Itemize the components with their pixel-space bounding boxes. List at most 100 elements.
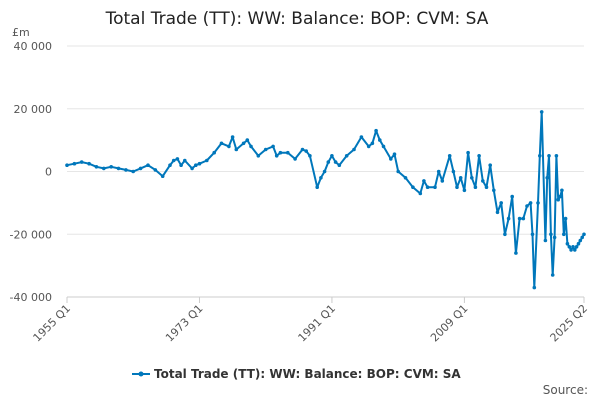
x-axis: 1955 Q1 1973 Q1 1991 Q1 2009 Q1 2025 Q2 xyxy=(31,296,591,345)
data-point xyxy=(458,176,463,180)
data-point xyxy=(116,166,121,171)
data-point xyxy=(433,185,437,189)
data-point xyxy=(503,232,507,237)
data-point xyxy=(470,176,474,180)
data-point xyxy=(153,168,158,172)
data-point xyxy=(418,191,423,196)
data-point xyxy=(344,154,349,158)
data-point xyxy=(333,160,338,164)
data-point xyxy=(366,144,371,149)
data-point xyxy=(337,163,342,167)
x-tick-label: 2025 Q2 xyxy=(548,302,591,345)
x-tick-label: 1973 Q1 xyxy=(163,302,206,345)
data-point xyxy=(65,163,69,167)
y-tick-label: 20 000 xyxy=(14,103,53,116)
data-point xyxy=(378,138,382,142)
y-tick-label: 0 xyxy=(45,166,52,179)
data-point xyxy=(543,238,548,243)
data-point xyxy=(562,232,566,237)
legend-label: Total Trade (TT): WW: Balance: BOP: CVM:… xyxy=(154,367,461,381)
data-point xyxy=(72,161,77,166)
source-label: Source: xyxy=(543,383,588,397)
data-point xyxy=(175,157,180,161)
data-point xyxy=(160,174,165,178)
data-point xyxy=(477,154,481,158)
data-point xyxy=(582,232,586,237)
data-point xyxy=(517,216,522,221)
data-point xyxy=(352,147,356,152)
data-point xyxy=(396,169,401,174)
data-point xyxy=(194,163,198,167)
data-point xyxy=(322,169,327,174)
data-point xyxy=(560,188,564,193)
data-point xyxy=(528,201,533,205)
data-point xyxy=(525,204,529,208)
data-point xyxy=(94,165,99,169)
data-point xyxy=(293,157,297,161)
x-tick-label: 1991 Q1 xyxy=(296,302,339,345)
series-layer xyxy=(65,110,586,290)
data-point xyxy=(514,251,518,255)
data-point xyxy=(308,154,312,158)
x-tick-label: 1955 Q1 xyxy=(31,302,74,345)
data-point xyxy=(256,154,261,158)
data-point xyxy=(440,179,445,183)
data-point xyxy=(234,147,239,152)
data-point xyxy=(263,147,268,152)
data-point xyxy=(205,158,209,163)
data-point xyxy=(274,154,279,158)
data-point xyxy=(532,285,537,290)
data-point xyxy=(549,232,553,237)
data-point xyxy=(495,210,500,215)
data-point xyxy=(536,201,540,205)
data-point xyxy=(466,150,470,155)
data-point xyxy=(538,154,542,158)
data-point xyxy=(278,150,283,155)
data-point xyxy=(230,135,235,139)
data-point xyxy=(558,194,562,199)
data-point xyxy=(241,141,246,146)
data-point xyxy=(168,163,172,167)
data-point xyxy=(183,158,187,163)
data-point xyxy=(554,154,559,158)
data-point xyxy=(521,216,526,221)
data-point xyxy=(138,166,143,171)
data-point xyxy=(492,188,496,193)
data-point xyxy=(488,163,493,167)
data-point xyxy=(286,150,290,155)
data-point xyxy=(411,185,415,189)
data-point xyxy=(102,166,106,171)
data-point xyxy=(576,241,581,246)
data-point xyxy=(245,138,250,142)
data-point xyxy=(451,169,456,174)
y-axis-ticks: 40 000 20 000 0 -20 000 -40 000 xyxy=(10,40,52,304)
y-tick-label: -40 000 xyxy=(10,291,52,304)
data-point xyxy=(530,232,535,237)
legend[interactable]: Total Trade (TT): WW: Balance: BOP: CVM:… xyxy=(132,367,461,381)
data-point xyxy=(455,185,459,189)
legend-dot-marker xyxy=(138,371,144,377)
data-point xyxy=(473,185,478,189)
data-point xyxy=(545,176,549,180)
data-point xyxy=(573,248,577,252)
data-point xyxy=(374,128,378,133)
y-tick-label: 40 000 xyxy=(14,40,53,53)
data-point xyxy=(219,141,224,146)
data-point xyxy=(392,152,397,156)
data-point xyxy=(567,245,572,249)
data-point xyxy=(146,163,150,167)
data-point xyxy=(179,163,183,167)
y-axis-unit-label: £m xyxy=(12,26,30,39)
data-point xyxy=(326,160,331,164)
data-point xyxy=(381,144,386,149)
data-point xyxy=(359,135,364,139)
data-point xyxy=(271,144,275,149)
data-point xyxy=(580,235,584,240)
data-point xyxy=(499,201,504,205)
data-point xyxy=(578,238,583,243)
data-point xyxy=(319,176,323,180)
data-point xyxy=(171,158,176,163)
data-point xyxy=(563,216,568,221)
data-point xyxy=(124,168,128,172)
